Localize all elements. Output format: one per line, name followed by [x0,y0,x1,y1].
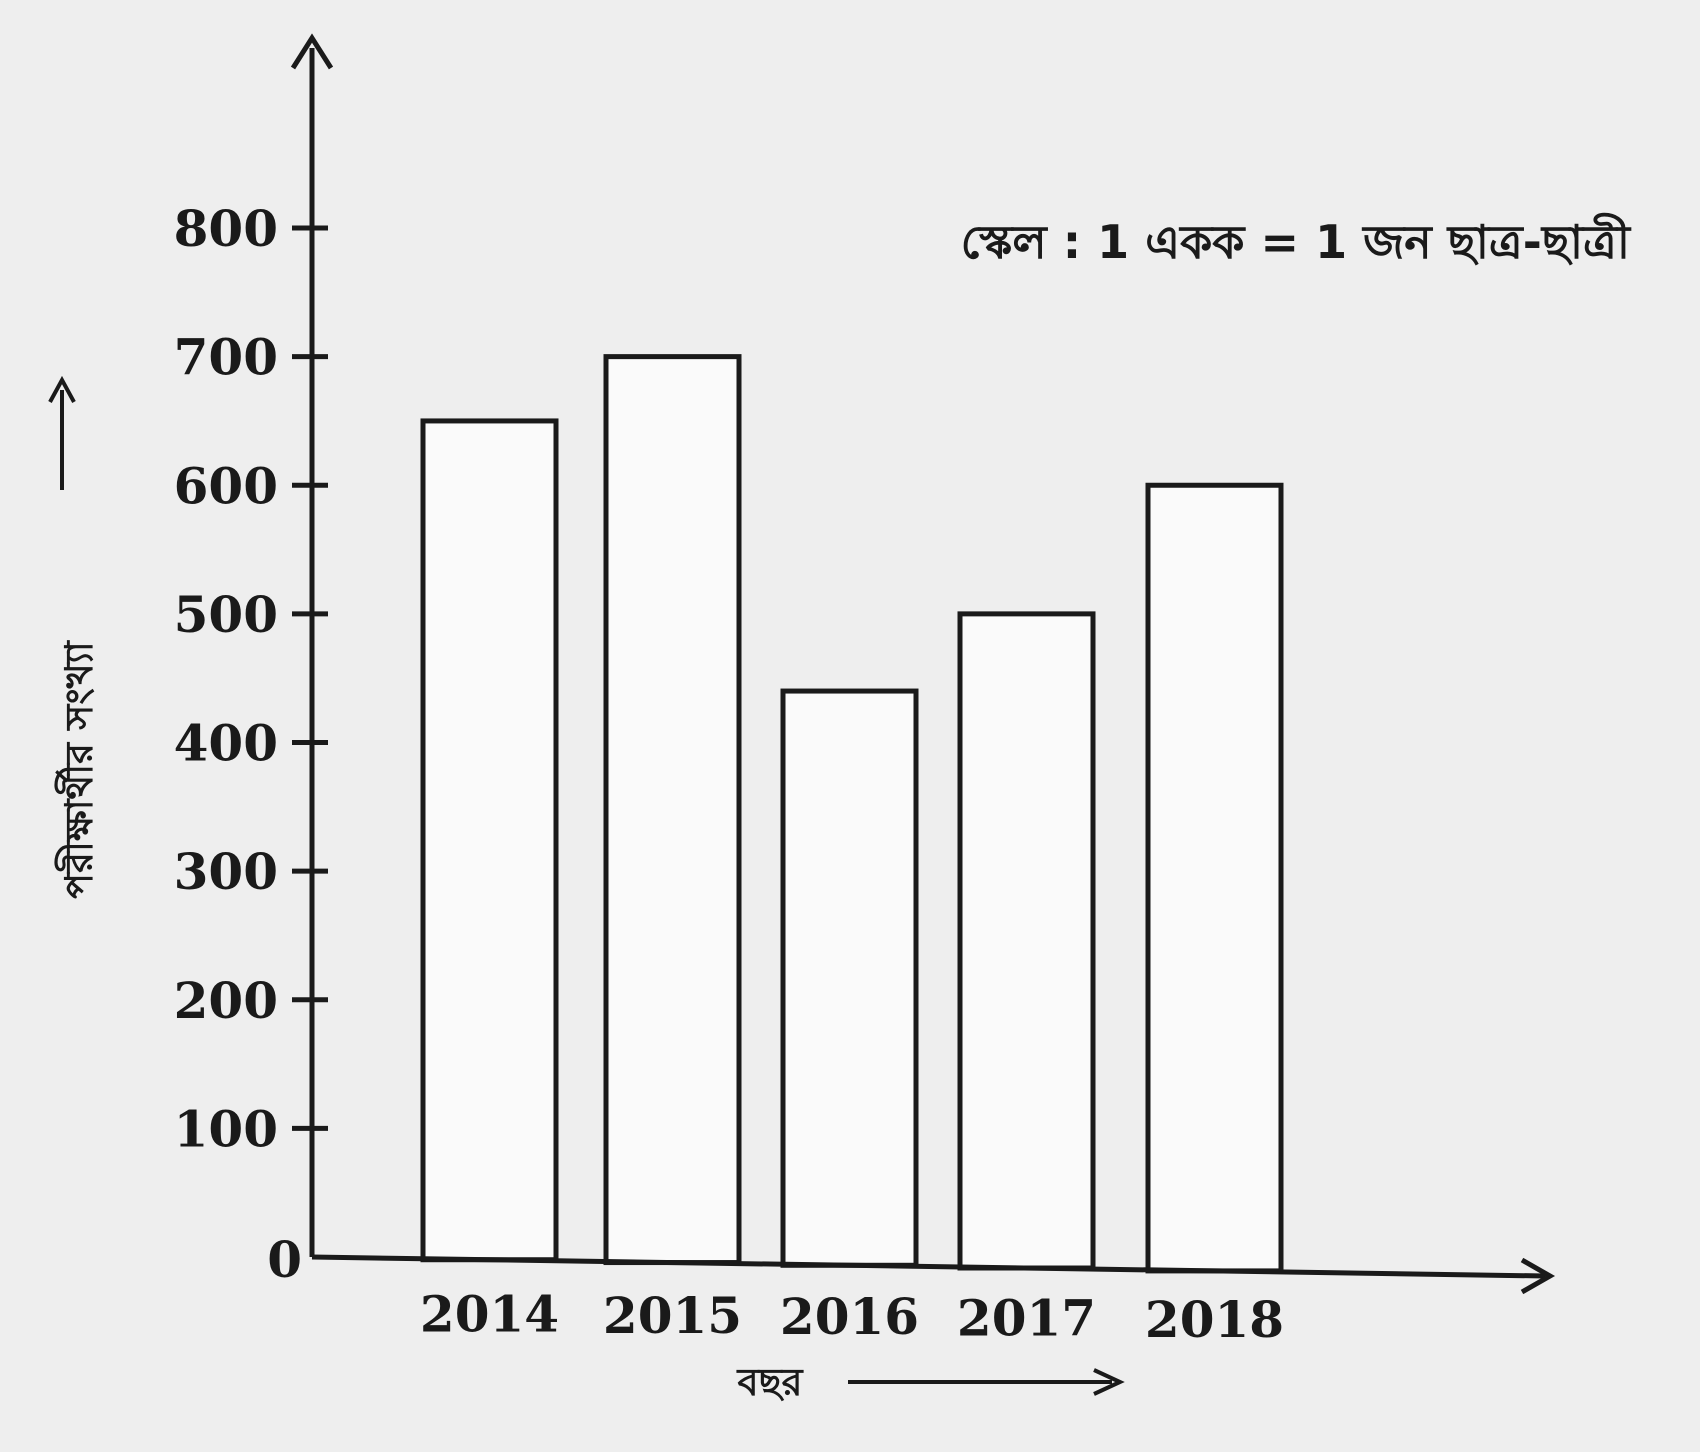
y-tick-label: 600 [174,456,278,515]
y-tick-label: 0 [267,1230,302,1289]
x-title-arrowhead [1093,1368,1125,1396]
x-category-label: 2015 [603,1286,742,1345]
bar-2017 [957,611,1096,1271]
x-axis-arrowhead [1520,1257,1556,1295]
y-title-arrowhead [48,375,76,403]
x-axis-title: বছর [735,1360,803,1404]
x-labels-group: 2014 2015 2016 2017 2018 [420,1284,1284,1349]
x-category-label: 2016 [780,1287,919,1346]
x-category-label: 2017 [957,1289,1096,1348]
x-axis-line [311,1254,1546,1279]
y-axis-arrowhead [290,33,334,70]
bar-2018 [1145,482,1284,1274]
y-tick-label: 500 [174,585,278,644]
y-tick-label: 800 [174,199,278,258]
y-tick-label: 200 [174,971,278,1030]
bar-2016 [780,688,919,1268]
y-axis-title: পরীক্ষার্থীর সংখ্যা [54,639,101,898]
x-category-label: 2014 [420,1284,559,1343]
y-tick-label: 100 [174,1099,278,1158]
bar-2015 [603,354,742,1266]
scale-annotation: স্কেল : 1 একক = 1 জন ছাত্র-ছাত্রী [961,212,1632,269]
y-tick-label: 700 [174,328,278,387]
y-ticks-group: 0 100 200 300 400 500 600 700 800 [174,199,328,1289]
bars-group [420,354,1284,1274]
bar-2014 [420,418,559,1263]
y-tick-label: 300 [174,842,278,901]
y-tick-label: 400 [174,714,278,773]
x-category-label: 2018 [1145,1290,1284,1349]
